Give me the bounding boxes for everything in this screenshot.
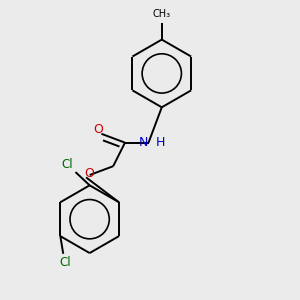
Text: H: H: [155, 136, 165, 149]
Text: O: O: [84, 167, 94, 180]
Text: Cl: Cl: [62, 158, 74, 171]
Text: O: O: [93, 123, 103, 136]
Text: N: N: [139, 136, 148, 148]
Text: Cl: Cl: [60, 256, 71, 269]
Text: CH₃: CH₃: [153, 9, 171, 19]
